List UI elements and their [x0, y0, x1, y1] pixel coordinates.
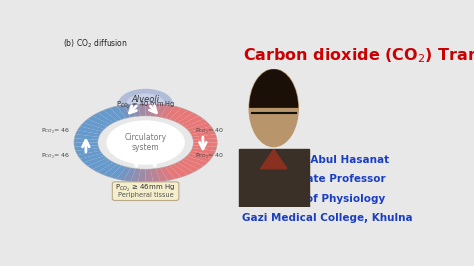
Wedge shape	[189, 151, 214, 159]
Circle shape	[107, 121, 184, 164]
Text: P$_{CO_2}$= 46: P$_{CO_2}$= 46	[41, 151, 70, 161]
Wedge shape	[165, 106, 182, 119]
Wedge shape	[74, 143, 98, 147]
Wedge shape	[181, 158, 203, 169]
Wedge shape	[83, 119, 107, 129]
Wedge shape	[193, 143, 217, 147]
Text: P$_{CO_2}$ ≥ 46mm Hg: P$_{CO_2}$ ≥ 46mm Hg	[116, 182, 176, 194]
Polygon shape	[261, 149, 287, 169]
Wedge shape	[74, 138, 98, 143]
Wedge shape	[173, 110, 193, 123]
Wedge shape	[131, 103, 141, 117]
Wedge shape	[138, 169, 146, 182]
Wedge shape	[74, 145, 99, 151]
FancyBboxPatch shape	[112, 182, 179, 201]
Wedge shape	[117, 167, 131, 181]
Wedge shape	[83, 156, 107, 166]
Wedge shape	[178, 113, 199, 125]
Wedge shape	[103, 164, 122, 177]
Text: Associate Professor: Associate Professor	[269, 174, 386, 184]
Text: Circulatory
system: Circulatory system	[125, 133, 167, 152]
Text: Alveoli: Alveoli	[131, 95, 160, 104]
Wedge shape	[178, 160, 199, 172]
Wedge shape	[155, 103, 168, 117]
Wedge shape	[123, 168, 136, 182]
Wedge shape	[249, 69, 298, 108]
Wedge shape	[118, 89, 173, 104]
Text: P$_{CO_2}$= 40: P$_{CO_2}$= 40	[195, 151, 224, 161]
Wedge shape	[169, 108, 188, 121]
Wedge shape	[155, 168, 168, 182]
Wedge shape	[173, 162, 193, 175]
Wedge shape	[80, 153, 104, 163]
Wedge shape	[110, 106, 126, 119]
Text: P$_{CO_2}$= 46: P$_{CO_2}$= 46	[41, 127, 70, 136]
Wedge shape	[160, 105, 175, 118]
Wedge shape	[165, 165, 182, 179]
Text: P$_{CO_2}$ = 40 mm Hg: P$_{CO_2}$ = 40 mm Hg	[116, 100, 175, 111]
Wedge shape	[146, 103, 153, 116]
Wedge shape	[192, 145, 217, 151]
Wedge shape	[191, 148, 216, 155]
Wedge shape	[187, 153, 211, 163]
Wedge shape	[88, 116, 110, 127]
Wedge shape	[187, 123, 211, 132]
Wedge shape	[131, 169, 141, 182]
Wedge shape	[184, 119, 208, 129]
Wedge shape	[169, 164, 188, 177]
Text: Dr. Md. Abul Hasanat: Dr. Md. Abul Hasanat	[265, 155, 390, 165]
Text: Gazi Medical College, Khulna: Gazi Medical College, Khulna	[242, 213, 413, 223]
Wedge shape	[77, 126, 102, 134]
Wedge shape	[151, 103, 161, 117]
Wedge shape	[98, 162, 118, 175]
Wedge shape	[110, 165, 126, 179]
Text: Dept. of Physiology: Dept. of Physiology	[270, 194, 385, 204]
Wedge shape	[151, 169, 161, 182]
Wedge shape	[193, 138, 217, 143]
Wedge shape	[74, 134, 99, 140]
Bar	[238, 149, 309, 207]
Text: Carbon dioxide (CO$_2$) Transport: Carbon dioxide (CO$_2$) Transport	[243, 46, 474, 65]
Wedge shape	[191, 130, 216, 137]
Wedge shape	[88, 158, 110, 169]
Wedge shape	[117, 105, 131, 118]
Wedge shape	[192, 134, 217, 140]
Wedge shape	[80, 123, 104, 132]
Wedge shape	[103, 108, 122, 121]
Wedge shape	[92, 113, 114, 125]
Circle shape	[249, 69, 298, 147]
Text: Peripheral tissue: Peripheral tissue	[118, 192, 173, 198]
Wedge shape	[138, 103, 146, 116]
Wedge shape	[123, 103, 136, 117]
Wedge shape	[160, 167, 175, 181]
Wedge shape	[189, 126, 214, 134]
Wedge shape	[181, 116, 203, 127]
Wedge shape	[126, 93, 165, 104]
Wedge shape	[98, 110, 118, 123]
Wedge shape	[146, 169, 153, 182]
Wedge shape	[184, 156, 208, 166]
Wedge shape	[92, 160, 114, 172]
Wedge shape	[75, 148, 100, 155]
Wedge shape	[77, 151, 102, 159]
Wedge shape	[75, 130, 100, 137]
Text: (b) CO$_2$ diffusion: (b) CO$_2$ diffusion	[63, 37, 128, 49]
Text: P$_{CO_2}$= 40: P$_{CO_2}$= 40	[195, 127, 224, 136]
